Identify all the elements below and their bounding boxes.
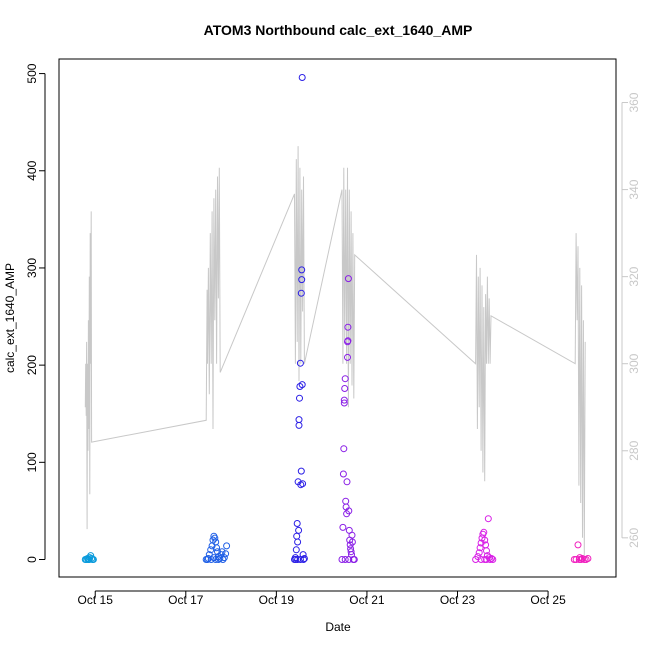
data-point bbox=[297, 467, 305, 475]
points-layer bbox=[81, 74, 592, 563]
data-point bbox=[345, 507, 353, 515]
plot-box bbox=[58, 58, 617, 578]
data-point bbox=[85, 556, 93, 563]
y-tick-label: 0 bbox=[25, 556, 39, 563]
data-point bbox=[348, 538, 356, 546]
data-point bbox=[296, 383, 304, 390]
y-tick-label: 200 bbox=[25, 355, 39, 375]
data-point bbox=[481, 536, 489, 544]
data-point bbox=[344, 353, 351, 361]
data-point bbox=[480, 528, 488, 536]
data-point bbox=[348, 531, 356, 539]
data-point bbox=[222, 550, 230, 558]
y-tick-label: 500 bbox=[25, 63, 39, 83]
data-point bbox=[292, 556, 300, 563]
data-point bbox=[584, 555, 592, 562]
data-point bbox=[341, 375, 349, 383]
y-tick-label: 100 bbox=[25, 452, 39, 472]
axes-layer: Oct 15 Oct 17 Oct 19 Oct 21 Oct 23 Oct 25 0 100… bbox=[25, 63, 641, 607]
data-point bbox=[486, 556, 494, 563]
data-point bbox=[211, 534, 219, 542]
data-point bbox=[338, 556, 346, 563]
data-point bbox=[476, 544, 484, 552]
line-layer bbox=[84, 146, 586, 556]
y2-tick-label: 300 bbox=[627, 353, 641, 373]
data-point bbox=[89, 556, 97, 563]
data-point bbox=[298, 381, 306, 389]
chart-title: ATOM3 Northbound calc_ext_1640_AMP bbox=[204, 22, 473, 38]
x-tick-label: Oct 19 bbox=[259, 593, 295, 607]
data-point bbox=[574, 541, 582, 549]
data-point bbox=[343, 478, 351, 486]
data-point bbox=[572, 556, 580, 563]
data-point bbox=[294, 538, 302, 546]
data-point bbox=[212, 556, 220, 563]
data-point bbox=[207, 546, 215, 554]
series-line-right-axis bbox=[84, 146, 586, 556]
data-point bbox=[340, 399, 348, 407]
data-point bbox=[339, 470, 347, 478]
data-point bbox=[296, 359, 304, 367]
data-point bbox=[214, 556, 222, 563]
series-group-1 bbox=[202, 532, 231, 563]
data-point bbox=[293, 520, 301, 527]
data-point bbox=[341, 556, 349, 563]
data-point bbox=[298, 266, 306, 274]
y2-tick-label: 260 bbox=[627, 527, 641, 547]
data-point bbox=[484, 515, 492, 523]
y-tick-label: 300 bbox=[25, 258, 39, 278]
data-point bbox=[475, 549, 483, 557]
x-tick-label: Oct 23 bbox=[440, 593, 476, 607]
x-tick-label: Oct 17 bbox=[168, 593, 204, 607]
series-group-3 bbox=[338, 275, 358, 563]
data-point bbox=[344, 337, 352, 345]
y2-tick-label: 360 bbox=[627, 92, 641, 112]
data-point bbox=[341, 385, 349, 392]
y-axis-label: calc_ext_1640_AMP bbox=[3, 263, 17, 373]
series-group-4 bbox=[472, 515, 497, 563]
data-point bbox=[483, 556, 490, 563]
series-group-2 bbox=[291, 74, 308, 563]
data-point bbox=[339, 523, 347, 531]
x-tick-label: Oct 21 bbox=[349, 593, 385, 607]
data-point bbox=[296, 394, 303, 402]
x-tick-label: Oct 15 bbox=[78, 593, 114, 607]
data-point bbox=[299, 480, 307, 488]
data-point bbox=[296, 556, 304, 563]
data-point bbox=[223, 542, 231, 550]
data-point bbox=[340, 396, 348, 404]
y2-tick-label: 340 bbox=[627, 179, 641, 199]
data-point bbox=[488, 555, 495, 562]
data-point bbox=[300, 555, 308, 562]
data-point bbox=[347, 548, 355, 556]
data-point bbox=[483, 547, 490, 555]
x-axis-label: Date bbox=[325, 620, 351, 634]
data-point bbox=[219, 556, 227, 563]
data-point bbox=[207, 556, 215, 563]
data-point bbox=[298, 276, 306, 284]
data-point bbox=[575, 556, 583, 563]
data-point bbox=[204, 556, 211, 563]
data-point bbox=[292, 546, 300, 554]
data-point bbox=[340, 445, 348, 453]
data-point bbox=[297, 289, 305, 297]
data-point bbox=[213, 544, 221, 552]
x-tick-label: Oct 25 bbox=[530, 593, 566, 607]
data-point bbox=[295, 416, 303, 424]
data-point bbox=[344, 275, 352, 283]
data-point bbox=[477, 556, 485, 563]
data-point bbox=[298, 74, 306, 81]
data-point bbox=[295, 526, 303, 534]
series-group-0 bbox=[81, 552, 97, 563]
y2-tick-label: 320 bbox=[627, 266, 641, 286]
data-point bbox=[218, 548, 226, 556]
data-point bbox=[344, 323, 352, 331]
data-point bbox=[345, 556, 353, 563]
y-tick-label: 400 bbox=[25, 160, 39, 180]
y2-tick-label: 280 bbox=[627, 440, 641, 460]
series-group-5 bbox=[570, 541, 592, 563]
